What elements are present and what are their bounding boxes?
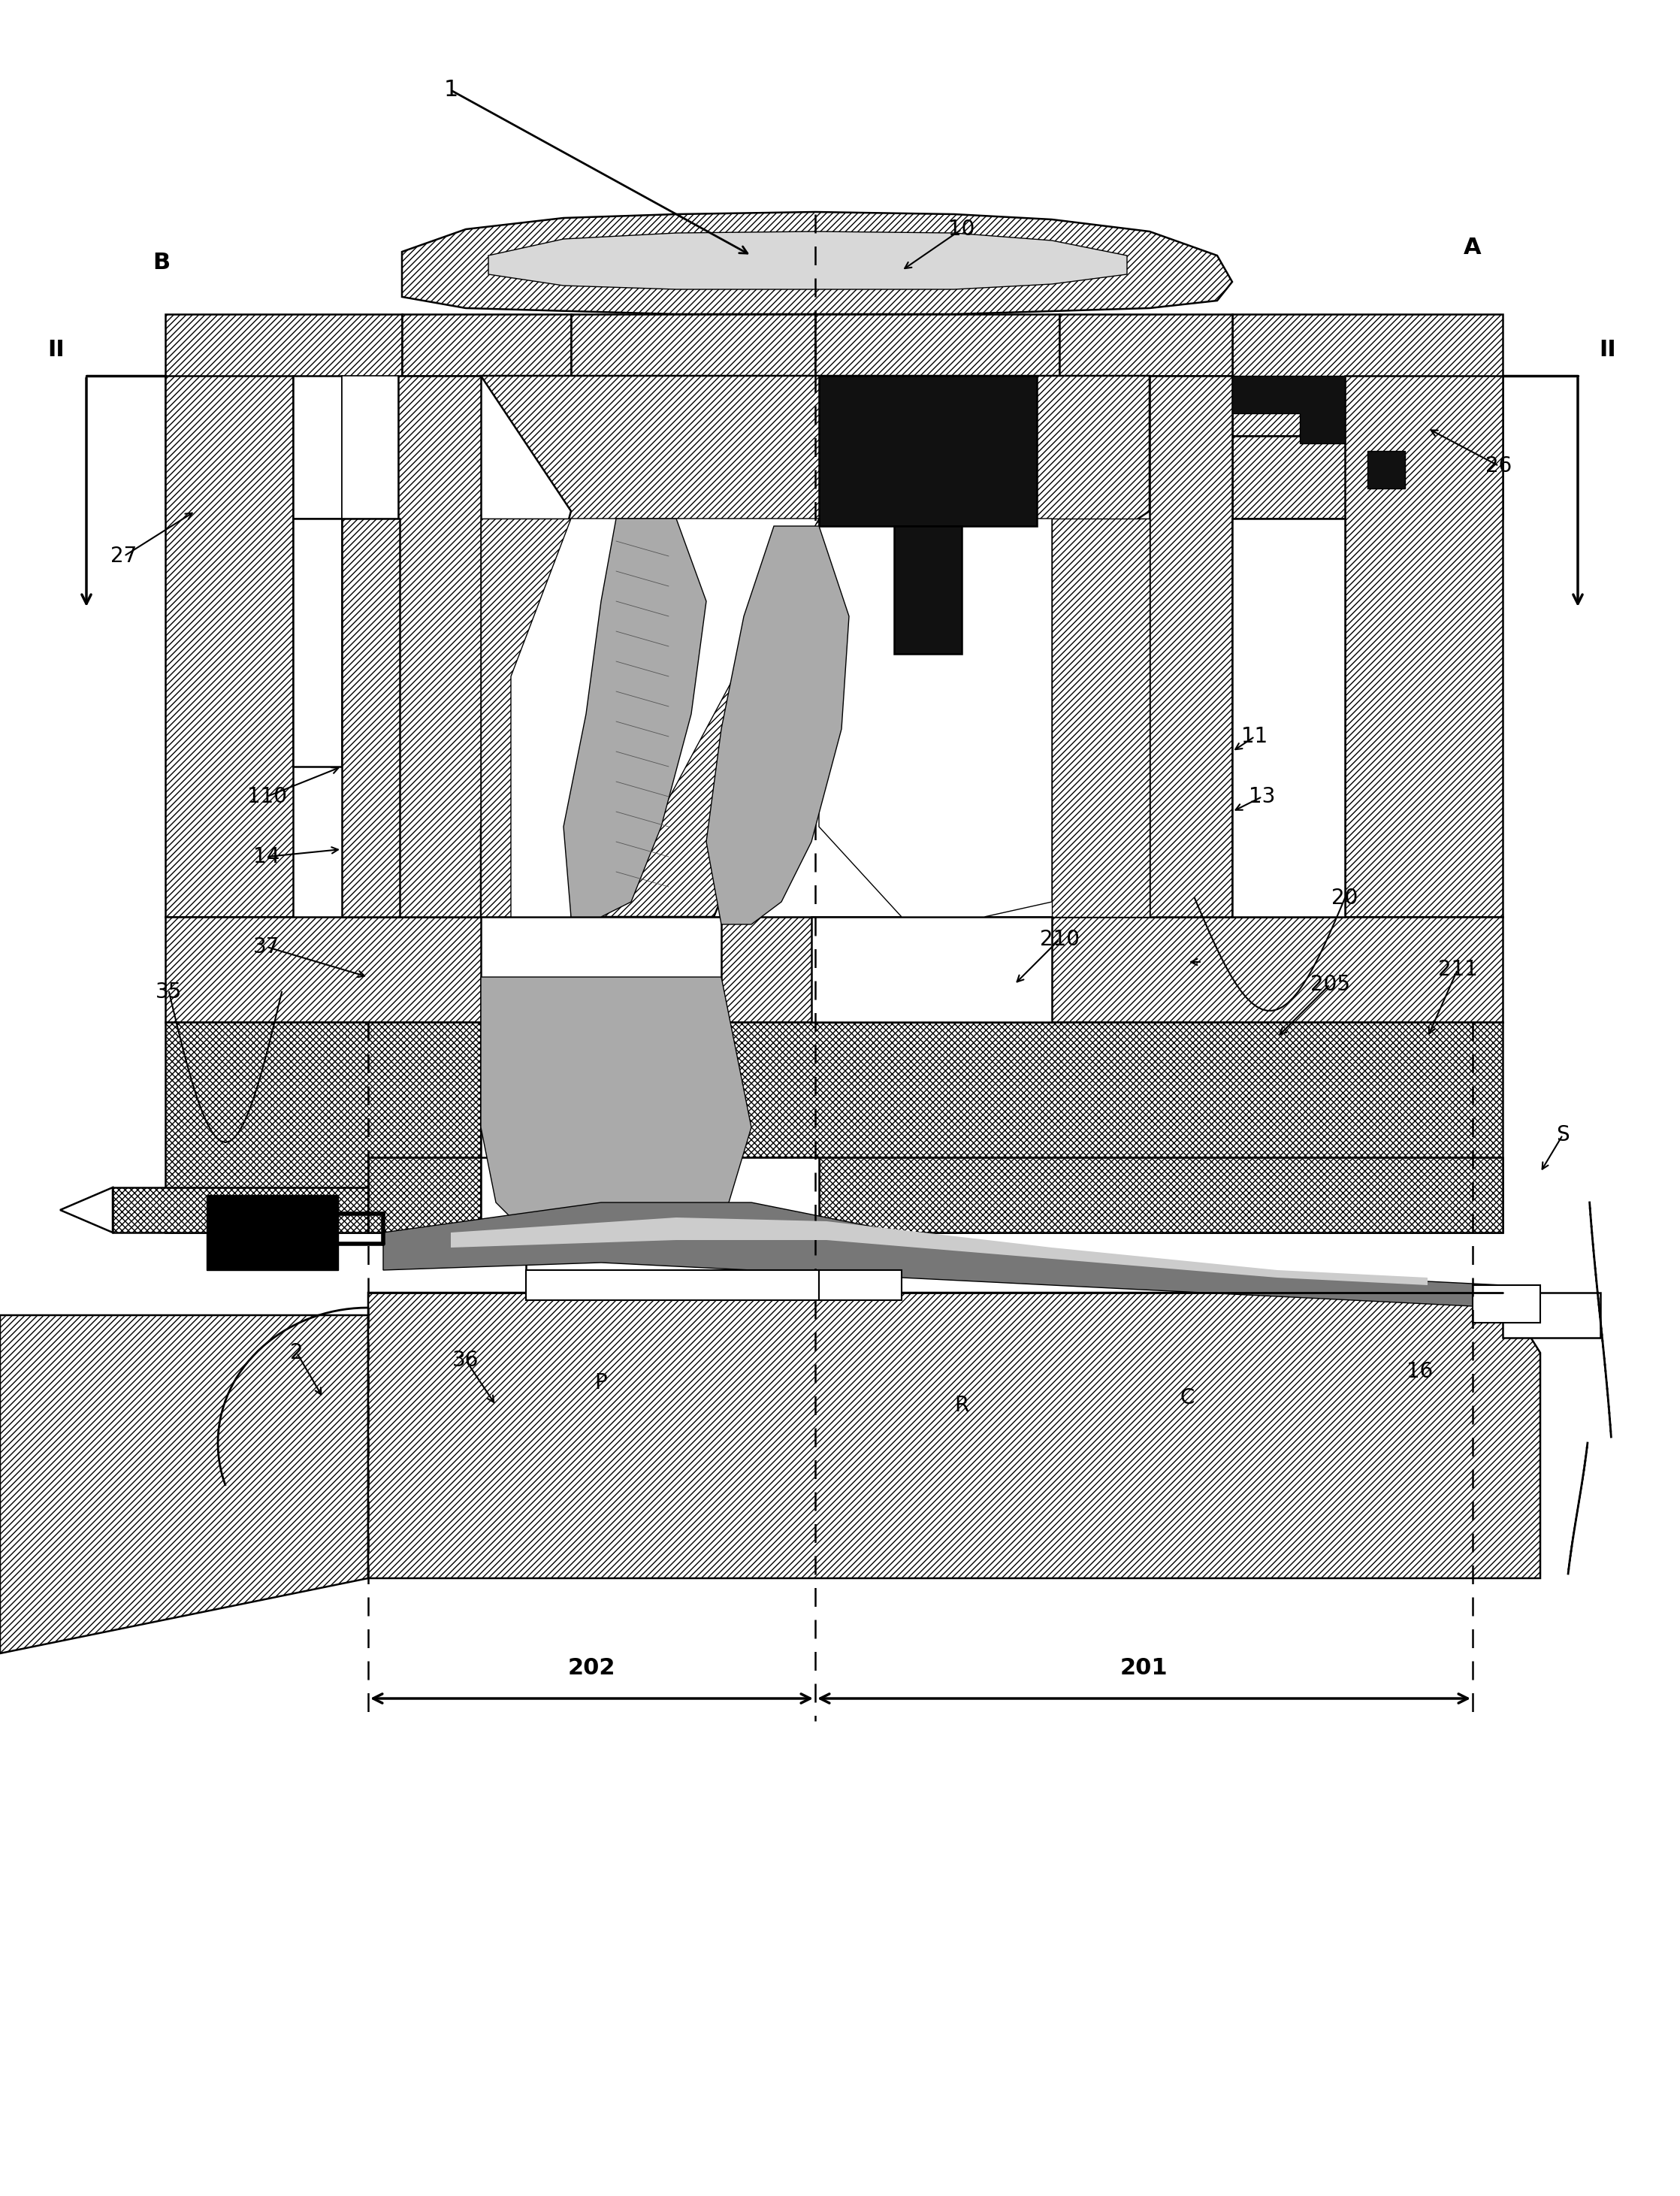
Text: 10: 10 xyxy=(949,220,974,239)
Polygon shape xyxy=(489,231,1127,290)
Text: 14: 14 xyxy=(254,845,281,867)
Polygon shape xyxy=(1473,1285,1541,1322)
Text: 1: 1 xyxy=(444,79,459,101)
Polygon shape xyxy=(480,518,571,918)
Polygon shape xyxy=(165,376,292,918)
Polygon shape xyxy=(1060,314,1231,376)
Text: 26: 26 xyxy=(1485,455,1512,477)
Text: 202: 202 xyxy=(568,1658,615,1680)
Polygon shape xyxy=(526,1232,751,1269)
Text: C: C xyxy=(1179,1388,1194,1408)
Text: II: II xyxy=(1599,338,1616,360)
Text: II: II xyxy=(47,338,66,360)
Text: 2: 2 xyxy=(291,1342,304,1364)
Polygon shape xyxy=(480,376,1149,918)
Polygon shape xyxy=(383,1203,1502,1307)
Polygon shape xyxy=(818,376,1037,527)
Polygon shape xyxy=(526,1269,818,1300)
Text: R: R xyxy=(954,1394,969,1416)
Polygon shape xyxy=(818,1269,902,1300)
Polygon shape xyxy=(368,1157,818,1232)
Polygon shape xyxy=(1231,314,1502,435)
Polygon shape xyxy=(721,1021,1502,1232)
Polygon shape xyxy=(571,314,815,376)
Polygon shape xyxy=(1231,376,1346,444)
Polygon shape xyxy=(113,1188,368,1232)
Polygon shape xyxy=(402,314,571,376)
Polygon shape xyxy=(1231,518,1346,918)
Polygon shape xyxy=(341,518,400,918)
Text: 37: 37 xyxy=(254,935,281,957)
Polygon shape xyxy=(811,918,1052,1021)
Polygon shape xyxy=(292,376,341,518)
Polygon shape xyxy=(511,518,818,918)
Polygon shape xyxy=(480,1021,721,1232)
Polygon shape xyxy=(480,518,1149,918)
Text: 205: 205 xyxy=(1310,975,1349,995)
Polygon shape xyxy=(165,314,402,435)
Polygon shape xyxy=(480,1157,818,1232)
Text: S: S xyxy=(1556,1124,1569,1146)
Text: 13: 13 xyxy=(1248,786,1275,808)
Polygon shape xyxy=(165,435,402,518)
Text: 110: 110 xyxy=(247,786,287,808)
Polygon shape xyxy=(480,977,751,1241)
Polygon shape xyxy=(165,918,1502,1021)
Polygon shape xyxy=(165,1021,480,1232)
Text: 27: 27 xyxy=(111,545,138,567)
Polygon shape xyxy=(1346,376,1502,918)
Polygon shape xyxy=(815,314,1060,376)
Text: 211: 211 xyxy=(1438,960,1477,979)
Text: 20: 20 xyxy=(1332,887,1357,909)
Polygon shape xyxy=(480,918,721,1021)
Polygon shape xyxy=(450,1217,1428,1285)
Text: 16: 16 xyxy=(1406,1362,1433,1381)
Polygon shape xyxy=(60,1188,113,1232)
Polygon shape xyxy=(563,518,706,918)
Text: 201: 201 xyxy=(1119,1658,1168,1680)
Text: 35: 35 xyxy=(156,982,183,1004)
Polygon shape xyxy=(341,376,398,518)
Polygon shape xyxy=(818,518,1052,918)
Polygon shape xyxy=(1502,1293,1601,1337)
Text: 36: 36 xyxy=(452,1351,479,1370)
Polygon shape xyxy=(1368,450,1404,488)
Polygon shape xyxy=(818,1157,1502,1232)
Polygon shape xyxy=(1231,435,1502,518)
Text: B: B xyxy=(153,253,170,274)
Text: P: P xyxy=(595,1372,608,1392)
Text: 11: 11 xyxy=(1242,727,1268,747)
Polygon shape xyxy=(706,527,848,925)
Text: A: A xyxy=(1463,237,1482,259)
Polygon shape xyxy=(368,1293,1541,1579)
Polygon shape xyxy=(894,527,961,654)
Polygon shape xyxy=(1052,518,1149,918)
Polygon shape xyxy=(0,1315,368,1654)
Polygon shape xyxy=(402,213,1231,314)
Polygon shape xyxy=(1149,376,1231,918)
Polygon shape xyxy=(398,376,480,918)
Text: 210: 210 xyxy=(1040,929,1079,951)
Polygon shape xyxy=(292,518,341,766)
Polygon shape xyxy=(207,1195,338,1269)
